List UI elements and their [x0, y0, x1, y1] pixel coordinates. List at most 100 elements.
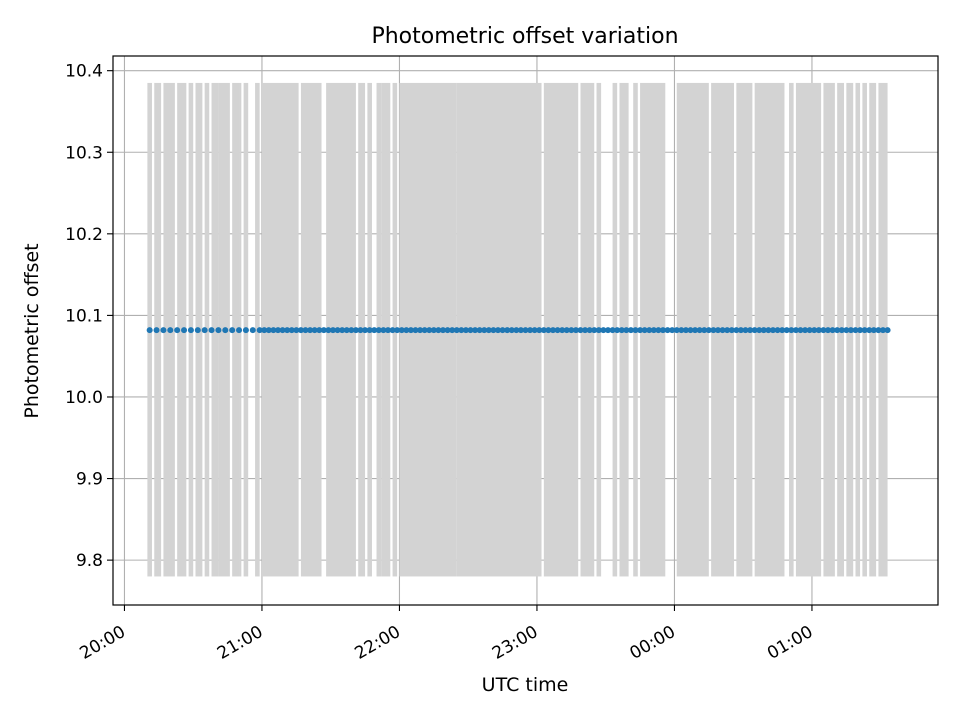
- data-point: [673, 327, 680, 334]
- data-point: [458, 327, 465, 334]
- data-point: [623, 327, 630, 334]
- data-point: [847, 327, 854, 334]
- data-point: [779, 327, 786, 334]
- data-point: [568, 327, 575, 334]
- data-point: [641, 327, 648, 334]
- data-point: [660, 327, 666, 334]
- data-point: [352, 327, 359, 334]
- data-point: [765, 327, 772, 334]
- data-point: [279, 327, 286, 334]
- data-point: [174, 327, 181, 334]
- data-point: [705, 327, 712, 334]
- data-point: [421, 327, 428, 334]
- data-point: [330, 327, 336, 334]
- y-tick-label: 10.1: [65, 306, 103, 326]
- data-point: [733, 327, 740, 334]
- data-point: [554, 327, 561, 334]
- data-point: [366, 327, 373, 334]
- data-point: [861, 327, 868, 334]
- data-point: [307, 327, 314, 334]
- data-point: [531, 327, 538, 334]
- data-point: [508, 327, 515, 334]
- data-point: [669, 327, 676, 334]
- data-point: [742, 327, 749, 334]
- data-point: [403, 327, 410, 334]
- data-point: [208, 327, 215, 334]
- data-points: [146, 327, 891, 334]
- data-point: [380, 327, 387, 334]
- data-point: [591, 327, 598, 334]
- y-tick-label: 10.2: [65, 225, 103, 245]
- data-point: [236, 327, 243, 334]
- data-point: [838, 327, 845, 334]
- data-point: [435, 327, 442, 334]
- data-point: [215, 327, 222, 334]
- data-point: [806, 327, 813, 334]
- data-point: [884, 327, 891, 334]
- data-point: [194, 327, 201, 334]
- data-point: [788, 327, 795, 334]
- data-point: [270, 327, 277, 334]
- coverage-band: [232, 82, 240, 577]
- data-point: [783, 327, 790, 334]
- data-point: [527, 327, 534, 334]
- data-point: [737, 327, 744, 334]
- data-point: [288, 327, 295, 334]
- data-point: [430, 327, 437, 334]
- data-point: [467, 327, 474, 334]
- data-point: [160, 327, 167, 334]
- data-point: [334, 327, 341, 334]
- data-point: [724, 327, 731, 334]
- data-point: [678, 327, 685, 334]
- data-point: [577, 327, 584, 334]
- data-point: [201, 327, 208, 334]
- data-point: [513, 327, 520, 334]
- data-point: [747, 327, 754, 334]
- data-point: [449, 327, 456, 334]
- data-point: [582, 327, 589, 334]
- y-tick-label: 9.8: [76, 551, 103, 571]
- data-point: [586, 327, 593, 334]
- data-point: [609, 327, 616, 334]
- data-point: [834, 327, 841, 334]
- data-point: [756, 327, 763, 334]
- data-point: [371, 327, 378, 334]
- data-point: [343, 327, 350, 334]
- data-point: [687, 327, 694, 334]
- data-point: [852, 327, 859, 334]
- data-point: [572, 327, 579, 334]
- data-point: [605, 327, 611, 334]
- data-point: [316, 327, 323, 334]
- data-point: [536, 327, 543, 334]
- data-point: [357, 327, 364, 334]
- data-point: [774, 327, 781, 334]
- chart-title: Photometric offset variation: [371, 24, 678, 49]
- data-point: [563, 327, 570, 334]
- data-point: [472, 327, 479, 334]
- data-point: [857, 327, 864, 334]
- data-point: [517, 327, 524, 334]
- data-point: [265, 327, 272, 334]
- data-point: [880, 327, 886, 334]
- data-point: [426, 327, 433, 334]
- data-point: [146, 327, 153, 334]
- data-point: [339, 327, 346, 334]
- data-point: [504, 327, 511, 334]
- data-point: [229, 327, 236, 334]
- data-point: [167, 327, 174, 334]
- data-point: [820, 327, 827, 334]
- data-point: [802, 327, 809, 334]
- data-point: [407, 327, 414, 334]
- data-point: [815, 327, 822, 334]
- data-point: [444, 327, 451, 334]
- data-point: [485, 327, 492, 334]
- data-point: [249, 327, 256, 334]
- data-point: [348, 327, 355, 334]
- data-point: [499, 327, 506, 334]
- plot-frame: [112, 55, 939, 606]
- y-axis-label: Photometric offset: [21, 243, 43, 418]
- data-point: [797, 327, 804, 334]
- data-point: [719, 327, 726, 334]
- data-point: [715, 327, 721, 334]
- data-point: [682, 327, 689, 334]
